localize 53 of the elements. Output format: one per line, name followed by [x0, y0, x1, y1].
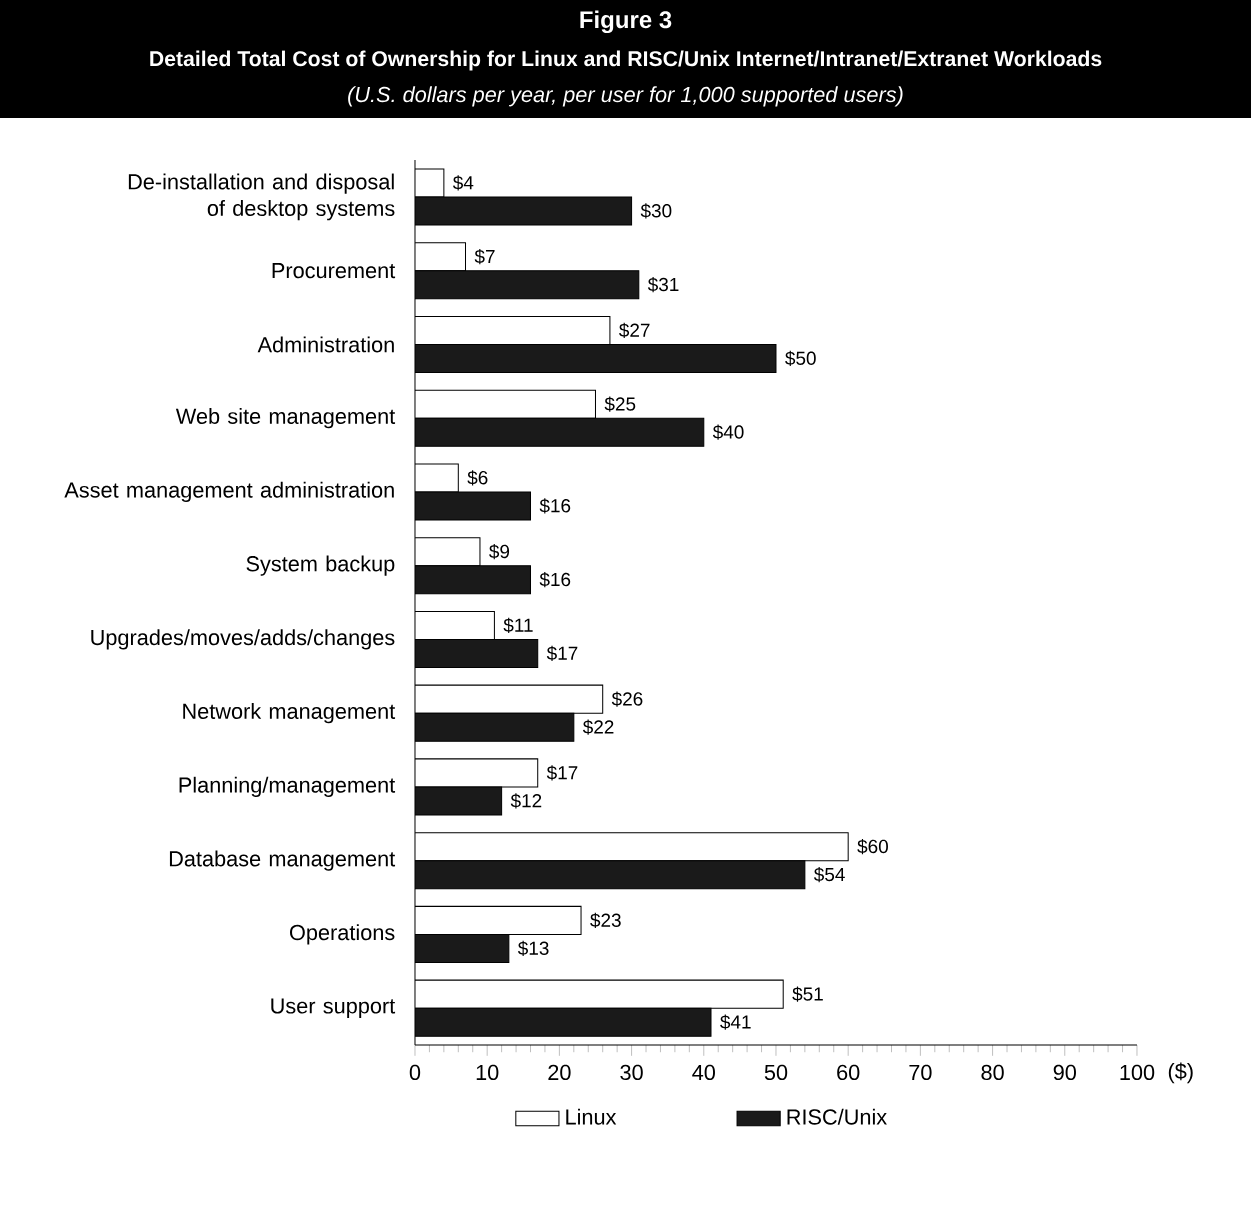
data-label: $16: [539, 572, 571, 588]
data-label: $6: [467, 470, 488, 486]
legend-label: RISC/Unix: [787, 1108, 887, 1125]
data-label: $41: [720, 1014, 751, 1030]
y-tick-label: Operations: [290, 924, 395, 945]
y-tick-label: De-installation and disposal of desktop systems: [128, 173, 395, 221]
data-label: $26: [611, 691, 643, 707]
data-label: $13: [517, 940, 549, 957]
y-tick-label: Procurement: [272, 263, 396, 279]
y-tick-label: Network management: [183, 703, 396, 724]
x-tick-label: 20: [548, 1064, 571, 1081]
data-label: $31: [647, 277, 679, 293]
data-label: $4: [452, 175, 474, 191]
data-label: $50: [785, 350, 816, 367]
x-tick-label: 80: [981, 1064, 1004, 1081]
x-tick-label: 70: [909, 1064, 932, 1081]
legend-label: Linux: [566, 1108, 617, 1125]
text: (U.S. dollars per year, per user for 1,000 supported users): [348, 86, 903, 107]
data-label: $60: [857, 839, 888, 855]
x-tick-label: 10: [476, 1064, 499, 1081]
data-label: $16: [539, 498, 571, 514]
x-tick-label: 60: [837, 1064, 860, 1081]
y-tick-label: Database management: [169, 850, 396, 871]
data-label: $17: [546, 765, 578, 781]
x-tick-label: 30: [620, 1064, 643, 1081]
data-label: $23: [590, 912, 621, 929]
data-label: $17: [546, 645, 578, 662]
data-label: $51: [792, 986, 823, 1002]
y-tick-label: Web site management: [175, 408, 396, 429]
data-label: $40: [712, 424, 744, 440]
x-tick-label: 90: [1053, 1064, 1076, 1081]
chart-subtitle: Detailed Total Cost of Ownership for Linux and RISC/Unix Internet/Intranet/Extranet Workloads: [150, 50, 1102, 71]
data-label: $11: [503, 617, 533, 634]
y-tick-label: Administration: [257, 336, 394, 353]
data-label: $22: [582, 719, 614, 735]
data-label: $54: [813, 867, 845, 883]
y-tick-label: Upgrades/moves/adds/changes: [91, 629, 395, 650]
y-tick-label: Asset management administration: [64, 481, 394, 503]
data-label: $30: [640, 203, 672, 219]
data-label: $27: [619, 322, 650, 339]
x-tick-label: 50: [764, 1064, 788, 1081]
data-label: $9: [489, 544, 510, 560]
data-label: $7: [474, 249, 495, 265]
x-tick-label: 40: [692, 1064, 715, 1081]
y-tick-label: Planning/management: [179, 776, 396, 798]
y-tick-label: System backup: [246, 555, 395, 576]
data-label: $25: [604, 396, 636, 412]
x-tick-label: 0: [409, 1064, 421, 1081]
data-label: $12: [510, 793, 542, 809]
x-axis-title: ($): [1168, 1062, 1193, 1084]
chart-title: Figure 3: [580, 10, 672, 34]
y-tick-label: User support: [271, 998, 396, 1018]
x-tick-label: 100: [1120, 1064, 1155, 1081]
